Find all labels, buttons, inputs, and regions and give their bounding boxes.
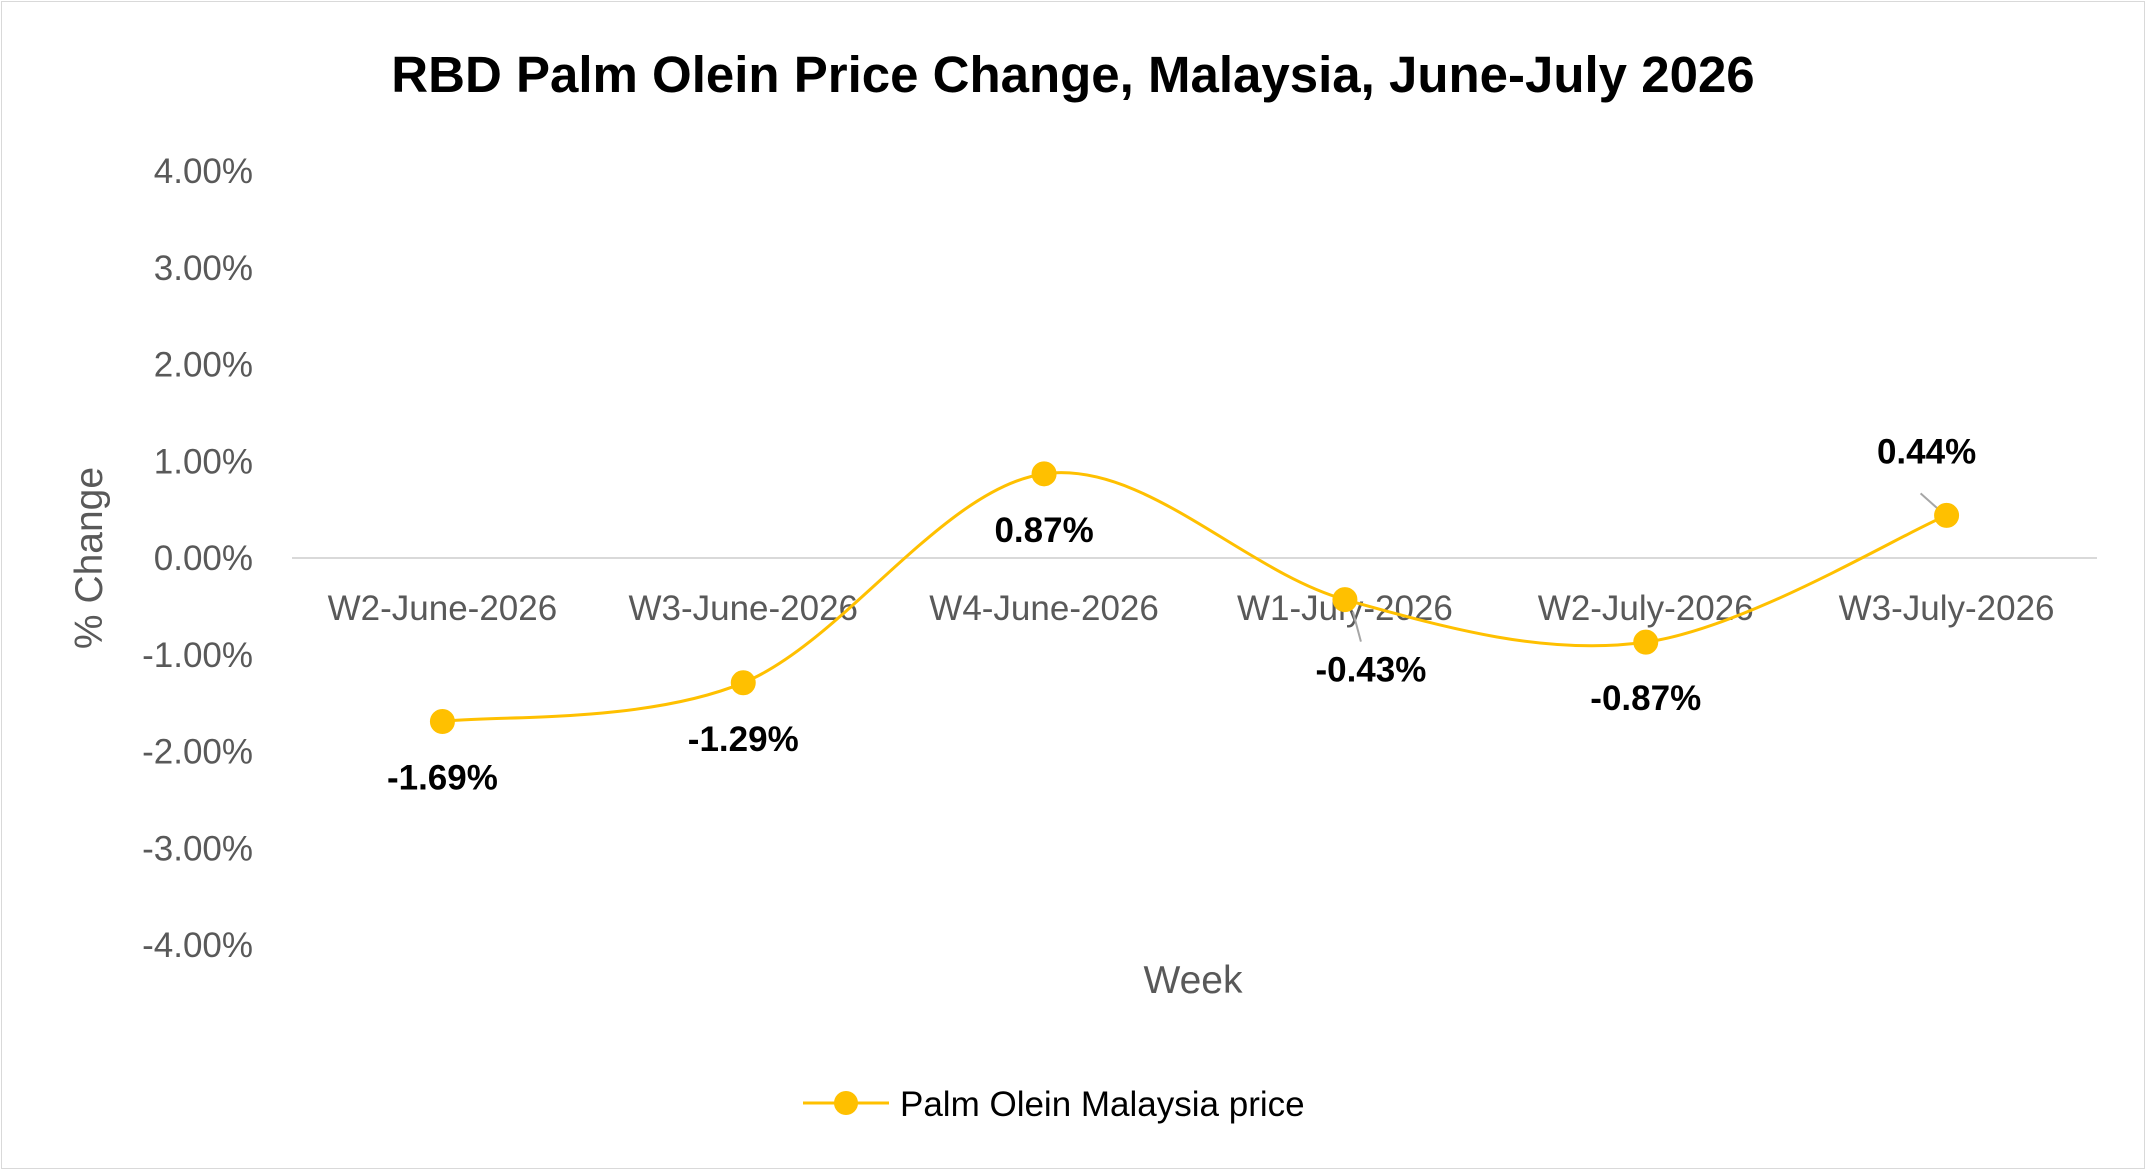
chart-title: RBD Palm Olein Price Change, Malaysia, J…: [391, 46, 1754, 103]
data-label: -1.29%: [688, 720, 799, 759]
data-labels: -1.69% -1.29% 0.87% -0.43% -0.87% 0.44%: [387, 432, 1976, 797]
data-point-marker: [1031, 461, 1057, 487]
y-tick-label: 3.00%: [154, 249, 253, 288]
y-tick-label: -1.00%: [142, 636, 253, 675]
leader-line: [1919, 492, 1940, 511]
data-label: -1.69%: [387, 759, 498, 798]
data-label: -0.87%: [1590, 679, 1701, 718]
data-label: 0.44%: [1877, 432, 1976, 471]
y-tick-label: 0.00%: [154, 539, 253, 578]
data-point-marker: [1633, 629, 1659, 655]
series-line: [442, 471, 1948, 723]
y-tick-label: -3.00%: [142, 829, 253, 868]
y-axis-title: % Change: [68, 467, 111, 649]
y-tick-label: 4.00%: [154, 152, 253, 191]
x-tick-label: W3-June-2026: [628, 589, 858, 628]
legend: Palm Olein Malaysia price: [803, 1085, 1305, 1124]
x-axis-ticks: W2-June-2026W3-June-2026W4-June-2026W1-J…: [328, 589, 2055, 628]
data-label: 0.87%: [994, 511, 1093, 550]
data-label: -0.43%: [1315, 651, 1426, 690]
series-markers: [429, 461, 1960, 735]
legend-marker-swatch: [834, 1091, 858, 1115]
legend-label: Palm Olein Malaysia price: [900, 1085, 1305, 1124]
data-point-marker: [1934, 502, 1960, 528]
y-tick-label: -4.00%: [142, 926, 253, 965]
leader-lines: [1351, 492, 1940, 642]
x-tick-label: W2-June-2026: [328, 589, 558, 628]
y-tick-label: 1.00%: [154, 442, 253, 481]
data-point-marker: [1332, 587, 1358, 613]
y-tick-label: 2.00%: [154, 346, 253, 385]
leader-line: [1351, 611, 1362, 642]
x-axis-title: Week: [1144, 959, 1243, 1002]
data-point-marker: [429, 709, 455, 735]
x-tick-label: W4-June-2026: [929, 589, 1159, 628]
x-tick-label: W2-July-2026: [1538, 589, 1754, 628]
y-tick-label: -2.00%: [142, 733, 253, 772]
y-axis-ticks: 4.00% 3.00% 2.00% 1.00% 0.00% -1.00% -2.00% -3.…: [142, 152, 253, 965]
data-point-marker: [730, 670, 756, 696]
x-tick-label: W3-July-2026: [1839, 589, 2055, 628]
